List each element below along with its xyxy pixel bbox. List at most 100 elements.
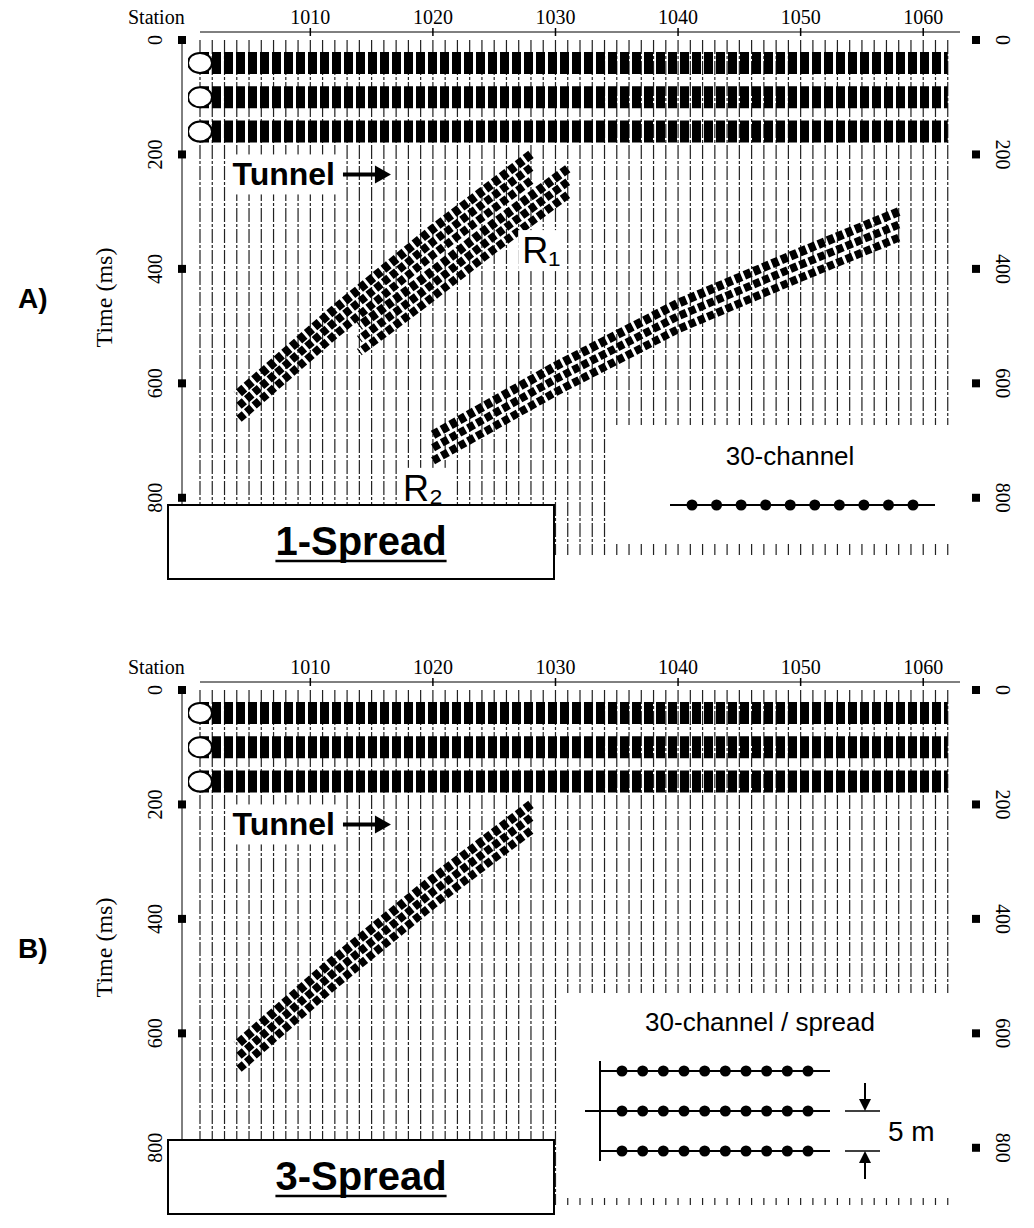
geophone [617,1146,628,1157]
geophone [679,1066,690,1077]
event-wiggle [359,169,567,326]
event-echo [237,180,531,420]
trace [432,690,433,1205]
x-tick [677,28,679,36]
trace [297,690,298,1205]
panel: Station101010201030104010501060002002004… [18,656,1014,1214]
y-axis-line [182,40,183,555]
trace [322,40,323,555]
trace [383,40,384,555]
geophone [741,1106,752,1117]
spread-stub [585,1110,600,1112]
geophone [699,1066,710,1077]
event-band [200,736,948,758]
x-tick [310,678,312,686]
y-tick-right [972,265,980,273]
dim-arrow-head [859,1151,871,1163]
inset-label: 30-channel [726,441,855,471]
x-tick-label: 1050 [781,656,821,678]
geophone [637,1106,648,1117]
trace [457,690,458,1205]
arrow-head [375,165,391,183]
label-ground [228,154,339,194]
figure: Station101010201030104010501060002002004… [0,0,1034,1228]
geophone [761,1146,772,1157]
y-tick-label-right: 800 [992,1133,1014,1163]
y-tick-label-right: 200 [992,139,1014,169]
y-tick-label: 600 [144,1018,166,1048]
geophone [720,1146,731,1157]
geophone [803,1106,814,1117]
geophone [803,1066,814,1077]
y-tick-label-right: 600 [992,368,1014,398]
trace [518,40,519,555]
label-ground [228,804,339,844]
trace [322,690,323,1205]
trace [261,690,262,1205]
geophone [699,1146,710,1157]
trace [236,690,237,1205]
y-tick [178,800,186,808]
geophone [741,1066,752,1077]
y-tick-label: 400 [144,254,166,284]
y-tick-right [972,36,980,44]
trace [494,690,495,1205]
spread-line [600,1070,830,1072]
trace [236,40,237,555]
x-tick [432,28,434,36]
trace [371,40,372,555]
trace [469,40,470,555]
x-tick [555,28,557,36]
trace [457,40,458,555]
geophone [736,500,747,511]
y-tick-label: 800 [144,1133,166,1163]
geophone [785,500,796,511]
event-band [200,121,948,143]
event-echo [237,167,531,407]
trace [224,40,225,555]
x-axis-line [200,682,960,683]
event-band [200,771,948,793]
trace [199,40,200,555]
panel-title: 3-Spread [275,1154,446,1198]
geophone [711,500,722,511]
y-tick [178,1029,186,1037]
x-tick-label: 1030 [535,6,575,28]
y-tick-label-right: 600 [992,1018,1014,1048]
y-tick-right [972,494,980,502]
trace [543,40,544,555]
geophone [679,1146,690,1157]
geophone [699,1106,710,1117]
x-tick-label: 1020 [413,656,453,678]
event-label: Tunnel [232,806,335,842]
y-tick-label: 0 [144,685,166,695]
y-tick-right [972,800,980,808]
x-tick [310,28,312,36]
y-tick-label-right: 0 [992,685,1014,695]
y-tick-label-right: 400 [992,254,1014,284]
event-echo [359,195,567,352]
panel: Station101010201030104010501060002002004… [18,6,1014,579]
trace [334,40,335,555]
geophone [803,1146,814,1157]
y-tick-right [972,686,980,694]
x-axis-title: Station [128,6,185,28]
events [188,53,948,461]
x-tick-label: 1060 [903,656,943,678]
trace [224,690,225,1205]
x-tick-label: 1060 [903,6,943,28]
y-tick-right [972,1144,980,1152]
geophone [782,1066,793,1077]
dim-line [845,1150,880,1152]
trace [310,40,311,555]
trace [212,40,213,555]
trace [592,40,593,555]
trace [273,40,274,555]
x-tick-label: 1010 [290,6,330,28]
trace [530,40,531,555]
trace [494,40,495,555]
y-tick [178,36,186,44]
x-tick [922,678,924,686]
y-tick-label: 600 [144,368,166,398]
band-cap [188,772,212,792]
